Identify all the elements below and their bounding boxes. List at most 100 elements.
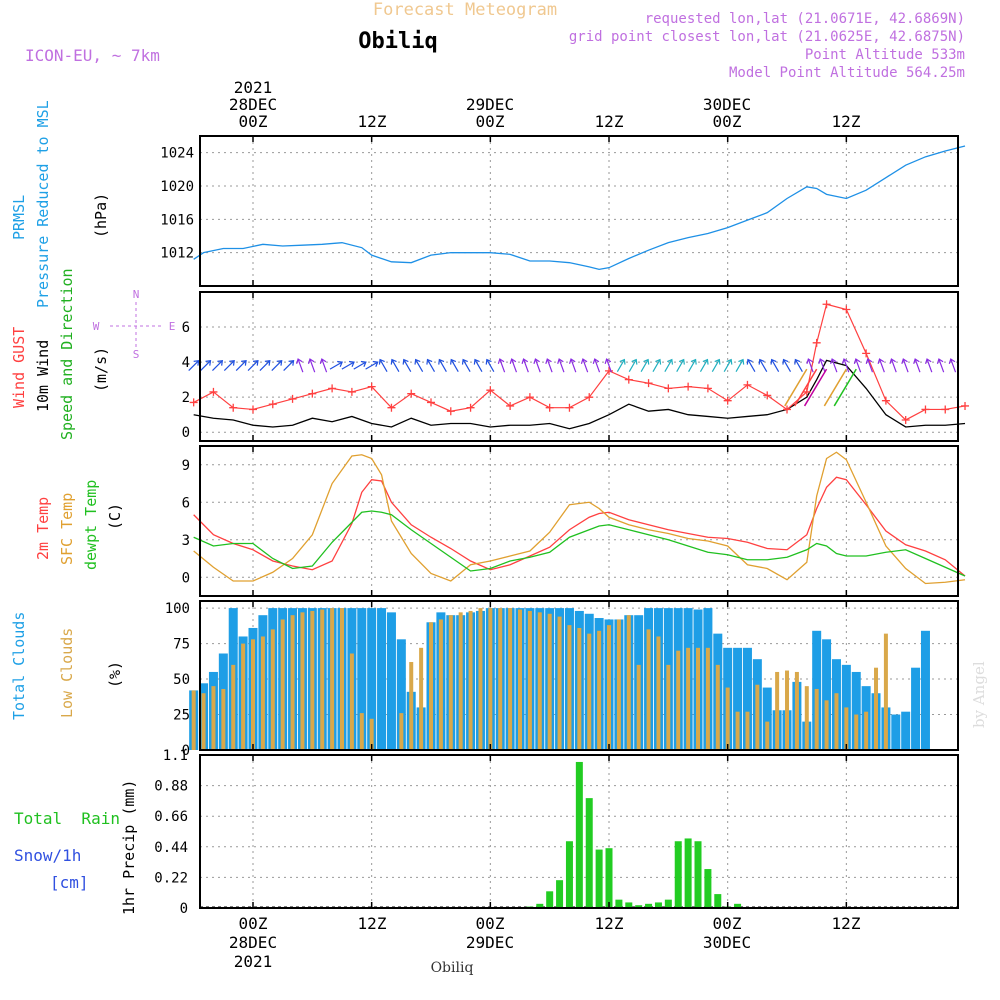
wind-direction-arrow-shape	[865, 358, 874, 373]
wind-direction-arrow-shape	[758, 358, 768, 372]
wind-direction-arrow-shape	[414, 358, 424, 372]
wind-gust-marker	[308, 389, 317, 398]
clouds-tick-1: 25	[173, 708, 190, 724]
footer-location: Obiliq	[431, 960, 474, 976]
low-cloud-bar	[557, 616, 562, 750]
wind-strong-arrow-3	[823, 368, 847, 407]
wind-direction-arrow	[913, 358, 921, 373]
pressure-tick-3: 1024	[160, 146, 194, 162]
temp-tick-3: 9	[182, 458, 190, 474]
wind-direction-arrow	[497, 358, 506, 373]
low-cloud-bar	[330, 608, 335, 750]
pressure-panel: 1012 1016 1020 1024	[160, 135, 966, 287]
low-cloud-bar	[369, 718, 374, 750]
wind-direction-arrow-shape	[509, 358, 518, 373]
clouds-tick-3: 75	[173, 637, 190, 653]
wind-direction-arrow	[830, 358, 838, 373]
top-hour-1: 12Z	[358, 112, 387, 131]
credit-watermark: by Angel	[970, 661, 988, 728]
total-cloud-bar	[891, 714, 901, 750]
low-cloud-bar	[587, 633, 592, 750]
model-label: ICON-EU, ~ 7km	[25, 46, 160, 65]
precip-panel: 0 0.22 0.44 0.66 0.88 1.1	[154, 748, 959, 917]
low-cloud-bar	[607, 625, 612, 750]
low-cloud-bar	[577, 627, 582, 750]
precip-tick-1: 0.22	[154, 870, 188, 886]
pressure-unit: (hPa)	[92, 193, 110, 238]
wind-gust-marker	[466, 403, 475, 412]
low-cloud-bar	[448, 615, 453, 750]
wind-direction-arrow	[936, 358, 945, 373]
low-cloud-bar	[567, 625, 572, 750]
total-cloud-bar	[901, 711, 911, 750]
precip-bar	[556, 880, 564, 908]
wind-direction-arrow	[676, 358, 685, 372]
top-date-0: 28DEC	[229, 95, 277, 114]
wind-direction-arrow-shape	[450, 358, 459, 372]
wind-direction-arrow-shape	[592, 358, 601, 373]
wind-direction-arrow	[580, 358, 589, 373]
wind-direction-arrow-shape	[948, 358, 957, 373]
wind-direction-arrow	[438, 358, 447, 372]
wind-direction-arrow-shape	[557, 358, 565, 373]
low-cloud-bar	[488, 608, 493, 750]
wind-frame	[199, 291, 959, 442]
compass-west: W	[93, 320, 100, 333]
precip-bar	[714, 894, 722, 908]
wind-gust-marker	[812, 338, 821, 347]
wind-gust-marker	[961, 401, 970, 410]
wind-direction-arrow-shape	[296, 358, 304, 373]
top-hour-0: 00Z	[239, 112, 268, 131]
wind-direction-arrow-shape	[628, 358, 638, 372]
wind-direction-arrow	[319, 358, 328, 373]
wind-gust-marker	[189, 398, 198, 407]
wind-direction-arrow-shape	[545, 358, 553, 373]
wind-direction-arrow	[188, 359, 200, 371]
wind-direction-arrow	[235, 359, 247, 371]
wind-direction-arrow	[390, 358, 400, 372]
low-cloud-bar	[438, 619, 443, 750]
wind-direction-arrow-shape	[473, 358, 483, 372]
temp-dew-label: dewpt Temp	[82, 480, 100, 570]
low-cloud-bar	[745, 711, 750, 750]
wind-gust-marker	[684, 382, 693, 391]
snow-label: Snow/1h	[14, 846, 81, 865]
wind-direction-arrow	[473, 358, 483, 372]
wind-gust-marker	[249, 405, 257, 414]
wind-direction-arrow-shape	[841, 358, 850, 373]
precip-tick-2: 0.44	[154, 840, 188, 856]
location-title: Obiliq	[358, 29, 437, 54]
total-cloud-bar	[733, 647, 743, 750]
wind-gust-marker	[486, 386, 495, 395]
wind-gust-marker	[605, 366, 614, 375]
wind-direction-arrow-shape	[568, 358, 577, 373]
wind-direction-arrow	[223, 359, 235, 371]
wind-strong-arrow-2	[803, 368, 828, 407]
precip-bar	[635, 905, 643, 908]
wind-direction-arrow	[533, 358, 541, 373]
temp-unit: (C)	[106, 503, 124, 530]
temp-sfc-label: SFC Temp	[58, 493, 76, 565]
bottom-hour-2: 00Z	[476, 914, 505, 933]
wind-direction-arrow	[616, 358, 626, 372]
wind-direction-arrow-shape	[711, 358, 721, 372]
low-cloud-bar	[340, 608, 345, 750]
pressure-line	[193, 145, 966, 270]
wind-direction-arrow	[877, 358, 885, 373]
clouds-frame	[199, 600, 959, 751]
wind-direction-arrow	[307, 358, 316, 373]
wind-gust-marker	[209, 387, 218, 396]
bottom-hour-1: 12Z	[358, 914, 387, 933]
wind-direction-arrow-shape	[604, 358, 612, 373]
top-date-1: 29DEC	[466, 95, 514, 114]
temp-tick-2: 6	[182, 495, 190, 511]
wind-tick-0: 0	[182, 425, 190, 441]
low-cloud-bar	[844, 707, 849, 750]
pressure-frame	[199, 135, 959, 287]
clouds-total-label: Total Clouds	[10, 612, 28, 720]
precip-bar	[734, 903, 742, 908]
wind-direction-arrow	[557, 358, 565, 373]
wind-direction-arrow-shape	[924, 358, 933, 373]
wind-direction-arrow-shape	[235, 359, 247, 371]
wind-direction-arrow	[545, 358, 553, 373]
